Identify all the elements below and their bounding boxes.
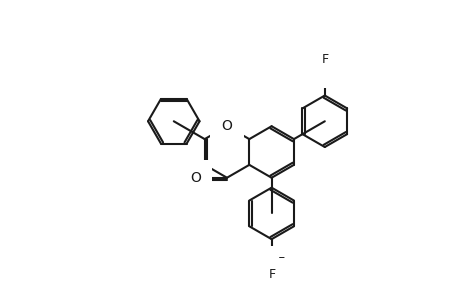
Text: F: F (322, 53, 329, 66)
Text: F: F (330, 65, 337, 78)
Text: F: F (312, 62, 319, 75)
Text: F: F (277, 256, 285, 269)
Text: O: O (190, 171, 200, 185)
Text: F: F (258, 258, 266, 272)
Text: O: O (221, 119, 232, 133)
Text: F: F (269, 268, 275, 281)
